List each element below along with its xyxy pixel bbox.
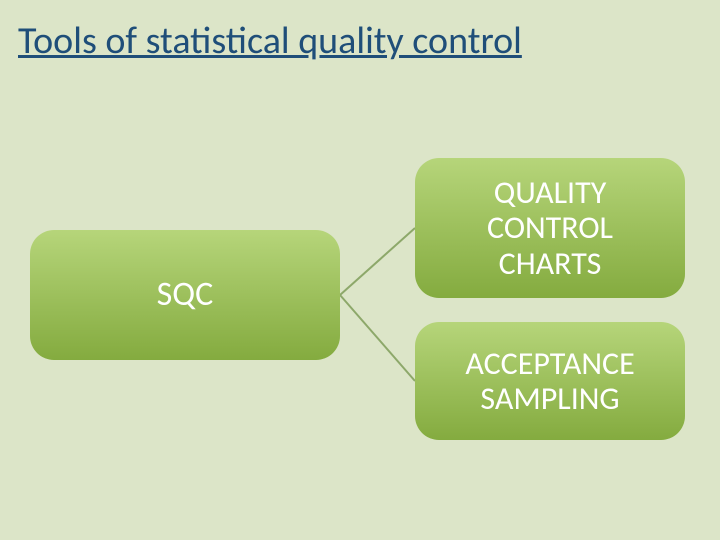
- node-sqc-label: SQC: [157, 276, 214, 313]
- node-qcc-label: QUALITYCONTROLCHARTS: [487, 175, 613, 281]
- node-sqc: SQC: [30, 230, 340, 360]
- node-acceptance-sampling: ACCEPTANCESAMPLING: [415, 322, 685, 440]
- page-title: Tools of statistical quality control: [18, 18, 522, 64]
- node-acc-label: ACCEPTANCESAMPLING: [465, 346, 634, 416]
- node-quality-control-charts: QUALITYCONTROLCHARTS: [415, 158, 685, 298]
